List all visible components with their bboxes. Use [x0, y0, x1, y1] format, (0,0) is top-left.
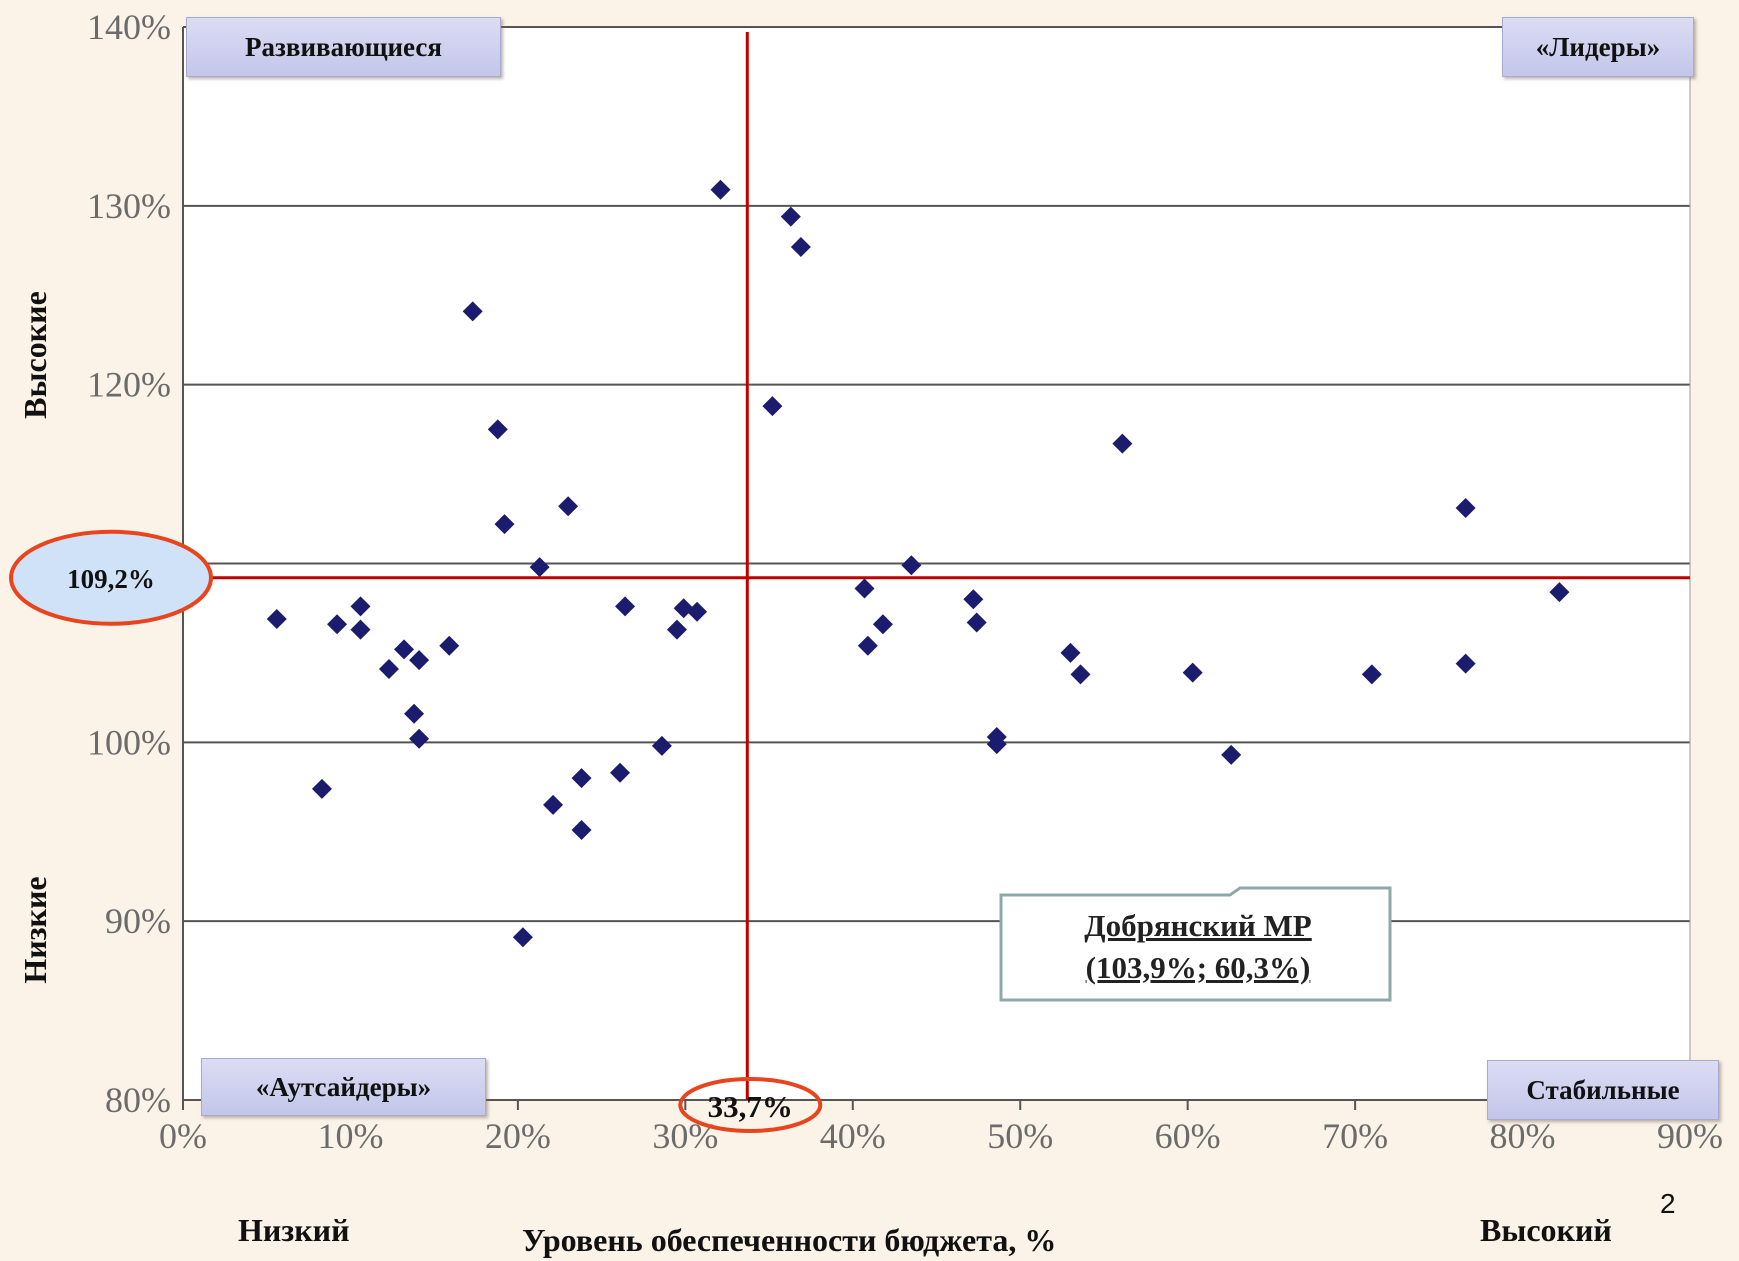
threshold-y-label: 109,2% [67, 564, 155, 594]
callout-box [999, 886, 1392, 1002]
data-point [543, 794, 564, 815]
x-label-high: Высокий [1480, 1212, 1612, 1248]
x-tick-label: 10% [317, 1116, 383, 1156]
data-point [487, 419, 508, 440]
data-point [571, 819, 592, 840]
data-point [710, 179, 731, 200]
callout-line-2: (103,9%; 60,3%) [1085, 950, 1311, 985]
x-tick-label: 50% [987, 1116, 1053, 1156]
data-point [1455, 653, 1476, 674]
tick-labels: 80%90%100%110%120%130%140%0%10%20%30%40%… [87, 7, 1723, 1156]
x-tick-label: 60% [1155, 1116, 1221, 1156]
x-tick-label: 30% [652, 1116, 718, 1156]
y-tick-label: 80% [105, 1080, 171, 1120]
data-point [872, 614, 893, 635]
data-point [1182, 662, 1203, 683]
x-tick-label: 70% [1322, 1116, 1388, 1156]
data-point [854, 578, 875, 599]
x-tick-label: 40% [820, 1116, 886, 1156]
data-point [404, 703, 425, 724]
data-point [1060, 642, 1081, 663]
data-point [378, 659, 399, 680]
x-axis-title: Уровень обеспеченности бюджета, % [522, 1222, 1057, 1258]
data-point [687, 601, 708, 622]
data-point [439, 635, 460, 656]
data-point [1455, 498, 1476, 519]
data-point [462, 301, 483, 322]
x-label-low: Низкий [238, 1212, 350, 1248]
data-point [1361, 664, 1382, 685]
data-point [266, 608, 287, 629]
y-tick-label: 130% [87, 186, 171, 226]
quadrant-label-outsiders: «Аутсайдеры» [201, 1058, 486, 1116]
highlight-ellipses: 109,2% 33,7% [9, 529, 823, 1133]
data-point [610, 762, 631, 783]
data-point [558, 496, 579, 517]
chart-grid [182, 26, 1691, 1110]
data-point [394, 639, 415, 660]
x-tick-label: 0% [159, 1116, 207, 1156]
data-point [790, 236, 811, 257]
callout-line-1: Добрянский МР [1084, 908, 1312, 943]
y-label-high: Высокие [17, 291, 53, 419]
x-tick-label: 90% [1657, 1116, 1723, 1156]
quadrant-label-leaders: «Лидеры» [1502, 17, 1694, 77]
y-tick-label: 140% [87, 7, 171, 47]
y-label-low: Низкие [17, 876, 53, 984]
slide-number: 2 [1660, 1188, 1676, 1219]
threshold-x-ellipse [678, 1077, 823, 1133]
data-point [857, 635, 878, 656]
x-tick-label: 80% [1490, 1116, 1556, 1156]
data-point [615, 596, 636, 617]
threshold-x-label: 33,7% [708, 1089, 793, 1124]
data-point [780, 206, 801, 227]
data-point [350, 596, 371, 617]
threshold-lines [210, 32, 1690, 1100]
data-point [1221, 744, 1242, 765]
data-point [311, 778, 332, 799]
data-point [494, 514, 515, 535]
data-point [529, 557, 550, 578]
data-point [651, 735, 672, 756]
data-point [1112, 433, 1133, 454]
data-point [901, 555, 922, 576]
data-point [409, 728, 430, 749]
data-point [409, 650, 430, 671]
callout-text: Добрянский МР (103,9%; 60,3%) [1003, 905, 1393, 995]
data-point [966, 612, 987, 633]
quadrant-label-stable: Стабильные [1487, 1060, 1719, 1120]
data-point [571, 768, 592, 789]
y-tick-label: 90% [105, 901, 171, 941]
data-point [350, 619, 371, 640]
data-point [986, 734, 1007, 755]
data-point [762, 396, 783, 417]
data-points [266, 179, 1570, 948]
data-point [666, 619, 687, 640]
threshold-y-ellipse [9, 529, 213, 626]
data-point [1070, 664, 1091, 685]
data-point [512, 927, 533, 948]
quadrant-label-developing: Развивающиеся [186, 17, 501, 77]
x-tick-label: 20% [485, 1116, 551, 1156]
data-point [963, 589, 984, 610]
data-point [327, 614, 348, 635]
y-tick-label: 100% [87, 722, 171, 762]
data-point [1549, 582, 1570, 603]
y-tick-label: 120% [87, 365, 171, 405]
